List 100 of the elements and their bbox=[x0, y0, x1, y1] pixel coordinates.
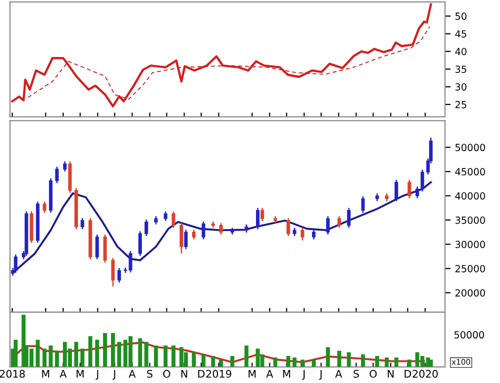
bar bbox=[144, 342, 148, 367]
x-tick-label: 2020 bbox=[412, 370, 438, 378]
bar bbox=[244, 346, 248, 367]
bar bbox=[95, 340, 100, 367]
y-tick-label: 40000 bbox=[455, 192, 486, 200]
candlestick bbox=[172, 210, 176, 228]
x-tick-label: D bbox=[198, 370, 205, 378]
candlestick bbox=[286, 217, 290, 237]
bar bbox=[326, 347, 330, 367]
candlestick bbox=[219, 222, 223, 236]
bar bbox=[36, 340, 40, 367]
candlestick bbox=[144, 218, 148, 237]
bar bbox=[154, 346, 158, 367]
bar bbox=[192, 352, 196, 367]
bar bbox=[273, 358, 278, 367]
x-tick-label: A bbox=[128, 370, 136, 378]
x-tick-label: J bbox=[96, 370, 98, 380]
bar bbox=[164, 346, 168, 367]
candlestick bbox=[117, 267, 121, 284]
candlestick bbox=[180, 222, 184, 254]
candlestick bbox=[326, 216, 330, 236]
y-tick-label: 50 bbox=[455, 12, 466, 20]
candlestick bbox=[361, 196, 365, 214]
candlestick bbox=[42, 200, 46, 214]
candlestick bbox=[347, 207, 351, 228]
bar bbox=[428, 360, 433, 367]
bar bbox=[42, 348, 46, 367]
bar bbox=[286, 356, 290, 367]
candlestick bbox=[256, 207, 260, 230]
x-tick-label: N bbox=[388, 370, 394, 378]
x-tick-label: A bbox=[60, 370, 67, 378]
x-tick-label: J bbox=[112, 370, 116, 380]
bar bbox=[230, 356, 234, 367]
x-tick-label: J bbox=[302, 370, 305, 380]
x-tick-label: A bbox=[335, 370, 342, 378]
bar bbox=[375, 356, 380, 367]
y-tick-label: 35 bbox=[455, 66, 466, 73]
candlestick bbox=[394, 179, 398, 202]
bar bbox=[211, 356, 216, 367]
candlestick bbox=[300, 227, 304, 242]
bar bbox=[407, 360, 412, 367]
candlestick bbox=[202, 220, 206, 240]
bar bbox=[110, 333, 115, 367]
x-tick-label: 2019 bbox=[206, 370, 232, 378]
y-tick-label: 30000 bbox=[455, 240, 486, 248]
bar bbox=[74, 342, 78, 367]
x-tick-label: S bbox=[354, 370, 359, 378]
bar bbox=[361, 354, 365, 367]
candlestick bbox=[164, 210, 168, 222]
bar bbox=[14, 340, 18, 367]
x-tick-label: D bbox=[404, 370, 412, 378]
x-tick-label: M bbox=[283, 370, 290, 378]
bar bbox=[103, 333, 108, 367]
bar bbox=[346, 352, 351, 367]
candlestick bbox=[408, 179, 412, 199]
candlestick bbox=[192, 229, 196, 240]
bar bbox=[138, 338, 142, 367]
bar bbox=[219, 360, 223, 367]
bar bbox=[117, 342, 122, 367]
y-tick-label: 20000 bbox=[455, 289, 486, 297]
bar bbox=[337, 350, 342, 367]
bar bbox=[300, 360, 304, 367]
y-tick-label: 50000 bbox=[455, 144, 486, 152]
x-tick-label: M bbox=[248, 370, 256, 378]
bar bbox=[80, 348, 84, 367]
candlestick bbox=[312, 229, 316, 240]
y-tick-label: 45000 bbox=[455, 168, 486, 176]
x-tick-label: O bbox=[163, 370, 170, 378]
candlestick bbox=[138, 230, 142, 257]
x-tick-label: O bbox=[370, 370, 377, 378]
x-tick-label: N bbox=[181, 370, 188, 378]
candlestick bbox=[337, 216, 341, 228]
x-tick-label: M bbox=[76, 370, 84, 378]
bar bbox=[394, 358, 398, 367]
x-tick-label: M bbox=[42, 370, 50, 378]
bar bbox=[172, 346, 176, 367]
y-tick-label: 40 bbox=[455, 48, 466, 56]
y-tick-label: 30 bbox=[455, 83, 466, 91]
bar bbox=[54, 350, 59, 367]
candlestick bbox=[14, 254, 18, 274]
x-tick-label: A bbox=[266, 370, 274, 378]
y-tick-label: 25000 bbox=[455, 264, 486, 272]
candlestick bbox=[260, 207, 264, 222]
x-tick-label: 2018 bbox=[0, 370, 25, 378]
candlestick bbox=[103, 234, 107, 264]
bar bbox=[292, 358, 297, 367]
line-series bbox=[11, 3, 432, 108]
candlestick bbox=[80, 217, 84, 230]
bar bbox=[201, 354, 206, 367]
x-tick-label: J bbox=[319, 370, 322, 380]
y-tick-label: 35000 bbox=[455, 216, 486, 224]
bar bbox=[88, 336, 92, 367]
candlestick bbox=[55, 166, 59, 184]
candlestick bbox=[184, 229, 188, 250]
candlestick bbox=[111, 257, 115, 288]
bar bbox=[48, 346, 53, 367]
y-tick-label: 45 bbox=[455, 30, 466, 38]
candlestick bbox=[63, 160, 67, 172]
candlestick bbox=[95, 234, 99, 260]
x-tick-label: S bbox=[147, 370, 152, 378]
